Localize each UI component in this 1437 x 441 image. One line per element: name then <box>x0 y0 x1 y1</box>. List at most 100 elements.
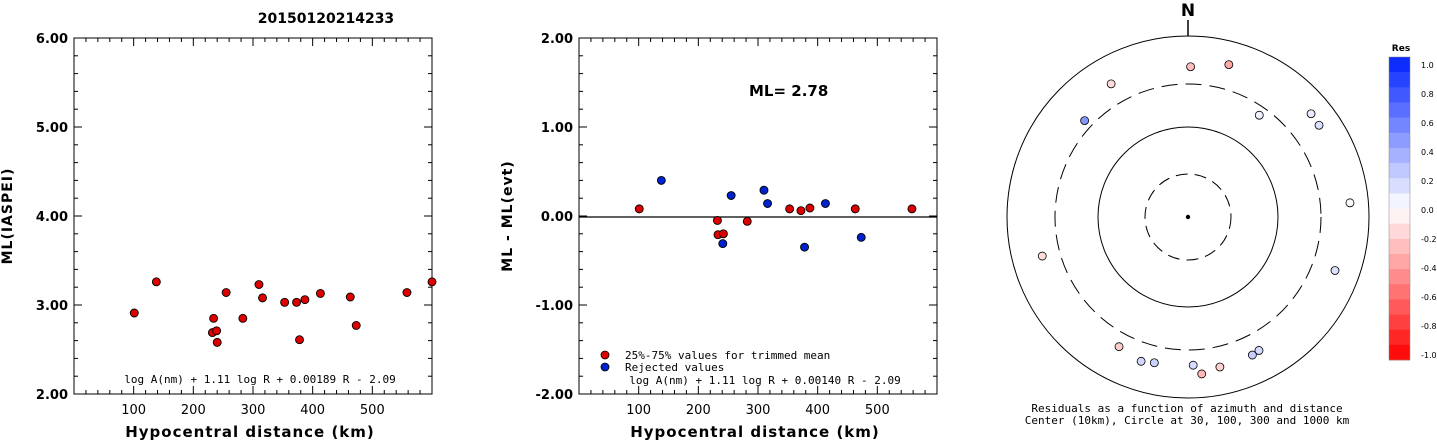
circle-30km <box>1144 173 1232 261</box>
colorbar-label: 0.0 <box>1421 206 1434 215</box>
residual-point-rejected <box>726 191 736 200</box>
residual-point-accepted <box>718 229 728 239</box>
panel-ml-ticks <box>73 37 433 395</box>
colorbar-cell <box>1389 284 1410 300</box>
colorbar-label: 1.0 <box>1421 61 1434 70</box>
ml-point <box>212 337 222 347</box>
ml-point <box>209 313 219 323</box>
station-residual-marker <box>1215 362 1225 372</box>
station-residual-marker <box>1247 350 1257 360</box>
colorbar-labels: 1.0 0.8 0.6 0.4 0.2 0.0 -0.2 -0.4 -0.6 -0.8 -1.0 <box>1421 61 1437 360</box>
station-residual-marker <box>1224 60 1234 70</box>
colorbar-cell <box>1389 253 1410 270</box>
residual-point-accepted <box>634 204 644 214</box>
colorbar-cell <box>1389 178 1410 194</box>
ml-point <box>300 295 310 305</box>
panel-ml-y-tick-label: 5.00 <box>36 121 68 136</box>
colorbar-label: -0.4 <box>1421 264 1437 273</box>
ml-point <box>258 293 267 303</box>
colorbar-cells <box>1388 56 1411 361</box>
panel-residual-y-tick-label: -2.00 <box>536 388 573 403</box>
station-residual-marker <box>1080 116 1090 125</box>
residual-point-accepted <box>796 206 806 216</box>
station-residual-marker <box>1254 110 1264 120</box>
residual-point-rejected <box>856 232 866 242</box>
ml-point <box>212 326 222 336</box>
colorbar-label: -1.0 <box>1421 351 1437 360</box>
panel-ml-x-tick-labels: 100 200 300 400 500 <box>121 403 384 418</box>
panel-residual-y-tick-labels: -2.00 -1.00 0.00 1.00 2.00 <box>536 32 573 403</box>
colorbar-cell <box>1389 147 1410 164</box>
panel-residual-y-axis-label: ML - ML(evt) <box>500 160 516 271</box>
circle-300km <box>1054 83 1322 351</box>
panel-ml-points <box>129 277 437 347</box>
station-residual-marker <box>1149 358 1159 368</box>
panel-residual-x-tick-label: 400 <box>805 403 830 418</box>
residual-point-rejected <box>759 185 769 195</box>
colorbar-title: Res <box>1392 44 1410 54</box>
panel-azimuth: N Residuals as a function of azimuth and… <box>1006 1 1370 427</box>
panel-ml-x-tick-label: 400 <box>300 403 325 418</box>
azimuth-caption-line-1: Residuals as a function of azimuth and d… <box>1031 402 1342 415</box>
colorbar-label: -0.8 <box>1421 322 1437 331</box>
panel-ml-y-axis-label: ML(IASPEI) <box>0 168 16 265</box>
panel-residual-ticks <box>578 37 938 395</box>
legend-label-rejected: Rejected values <box>625 361 724 374</box>
panel-residual-y-tick-label: 0.00 <box>541 210 573 225</box>
residual-point-rejected <box>718 239 728 249</box>
figure-title: 20150120214233 <box>258 11 394 27</box>
colorbar-cell <box>1389 132 1410 149</box>
colorbar-label: 0.6 <box>1421 119 1434 128</box>
colorbar-cell <box>1389 57 1410 73</box>
residual-point-rejected <box>763 199 772 208</box>
colorbar-cell <box>1389 208 1410 224</box>
panel-ml-x-tick-label: 200 <box>181 403 206 418</box>
colorbar-cell <box>1389 87 1410 103</box>
colorbar-cell <box>1389 223 1410 240</box>
ml-point <box>129 308 139 318</box>
center-point <box>1185 214 1191 220</box>
legend-marker-rejected <box>600 362 610 372</box>
circle-1000km <box>1006 35 1370 399</box>
ml-point <box>345 292 355 302</box>
panel-ml: 2.00 3.00 4.00 5.00 6.00 100 200 300 400 500 log… <box>0 32 437 441</box>
panel-ml-y-tick-label: 2.00 <box>36 388 68 403</box>
station-residual-marker <box>1136 356 1146 366</box>
residual-point-accepted <box>742 216 752 226</box>
station-residual-marker <box>1345 198 1355 208</box>
residual-point-rejected <box>656 175 666 185</box>
colorbar-cell <box>1389 193 1410 209</box>
legend-marker-accepted <box>600 350 610 360</box>
panel-ml-y-tick-label: 4.00 <box>36 210 68 225</box>
ml-point <box>402 288 412 297</box>
colorbar-cell <box>1389 269 1410 285</box>
residual-point-accepted <box>907 204 917 214</box>
station-residual-marker <box>1330 266 1340 275</box>
colorbar-cell <box>1389 102 1410 118</box>
colorbar-cell <box>1389 344 1410 361</box>
panel-ml-x-tick-label: 300 <box>241 403 266 418</box>
ml-point <box>292 297 302 307</box>
panel-ml-frame <box>73 37 433 395</box>
residual-point-rejected <box>820 199 830 208</box>
station-residual-marker <box>1188 360 1198 370</box>
station-residual-marker <box>1254 346 1264 355</box>
panel-residual-points <box>634 175 917 252</box>
ml-point <box>280 297 290 307</box>
colorbar-cell <box>1389 163 1410 179</box>
panel-residual-ml-annotation: ML= 2.78 <box>749 82 828 100</box>
panel-residual-x-tick-label: 500 <box>865 403 890 418</box>
ml-point <box>351 321 361 330</box>
legend-label-accepted: 25%-75% values for trimmed mean <box>625 349 830 362</box>
circle-100km <box>1097 126 1279 308</box>
residual-point-accepted <box>785 204 795 214</box>
residual-point-accepted <box>712 215 722 225</box>
residual-point-accepted <box>805 203 815 213</box>
station-residual-marker <box>1306 109 1316 119</box>
colorbar-label: -0.2 <box>1421 235 1437 244</box>
panel-residual-formula: log A(nm) + 1.11 log R + 0.00140 R - 2.0… <box>629 374 901 387</box>
panel-residual-x-axis-label: Hypocentral distance (km) <box>630 423 880 441</box>
colorbar-cell <box>1389 117 1410 134</box>
panel-residual-x-tick-label: 200 <box>686 403 711 418</box>
